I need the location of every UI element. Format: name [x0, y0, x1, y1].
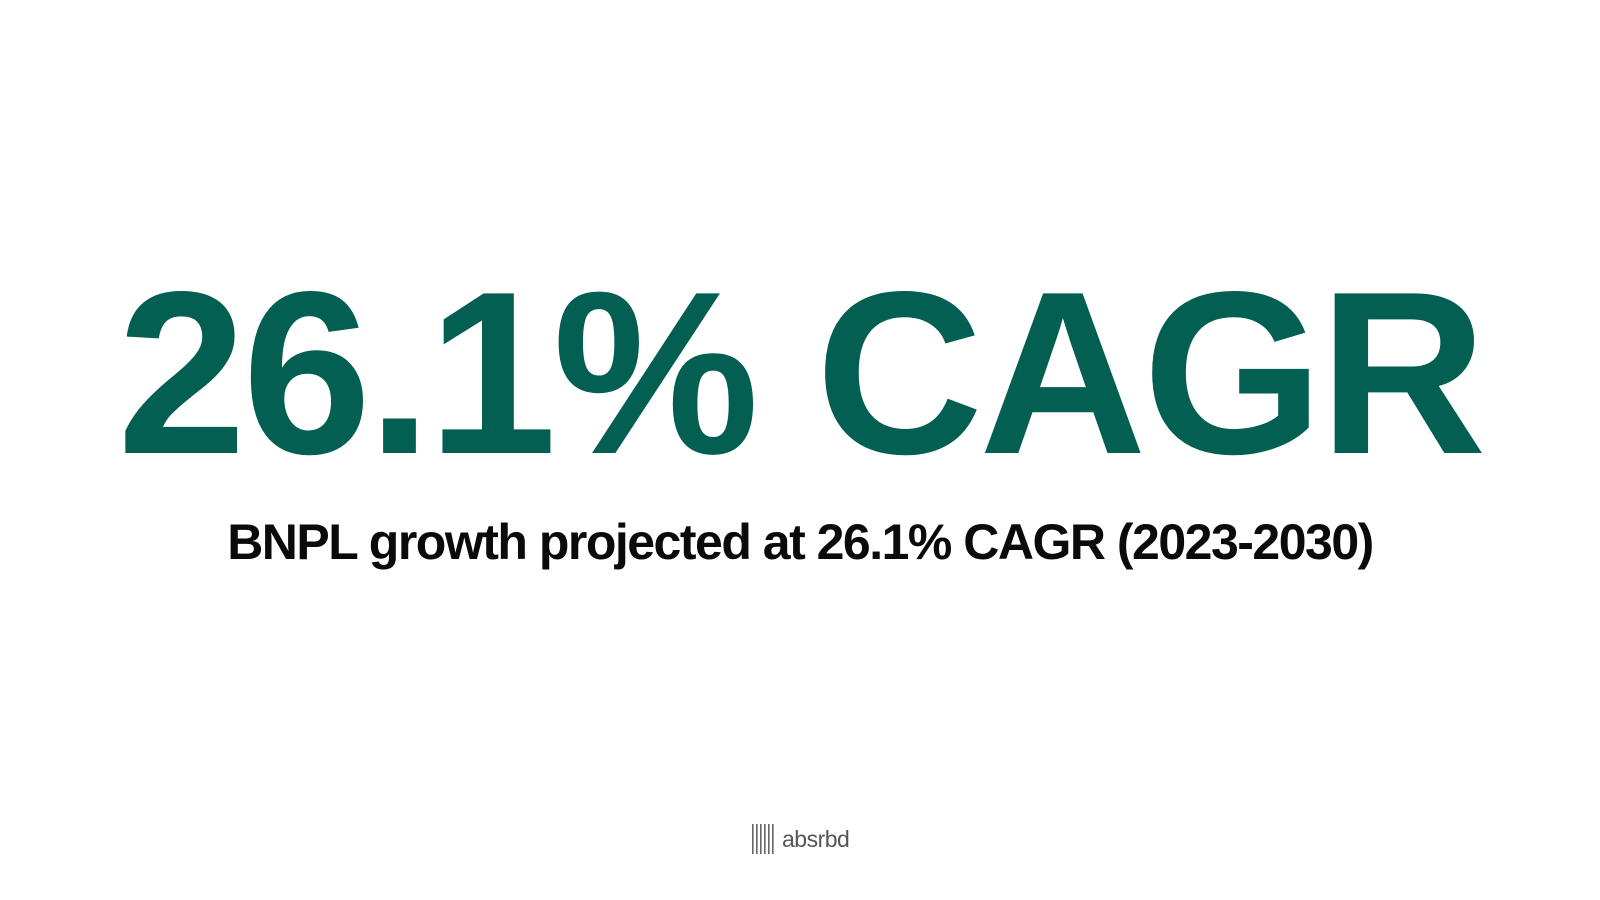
brand-logo: absrbd: [752, 823, 850, 855]
subheadline: BNPL growth projected at 26.1% CAGR (202…: [227, 514, 1374, 570]
headline-stat: 26.1% CAGR: [117, 244, 1486, 503]
barcode-stripes-icon: [752, 824, 774, 854]
logo-wordmark: absrbd: [782, 826, 850, 852]
